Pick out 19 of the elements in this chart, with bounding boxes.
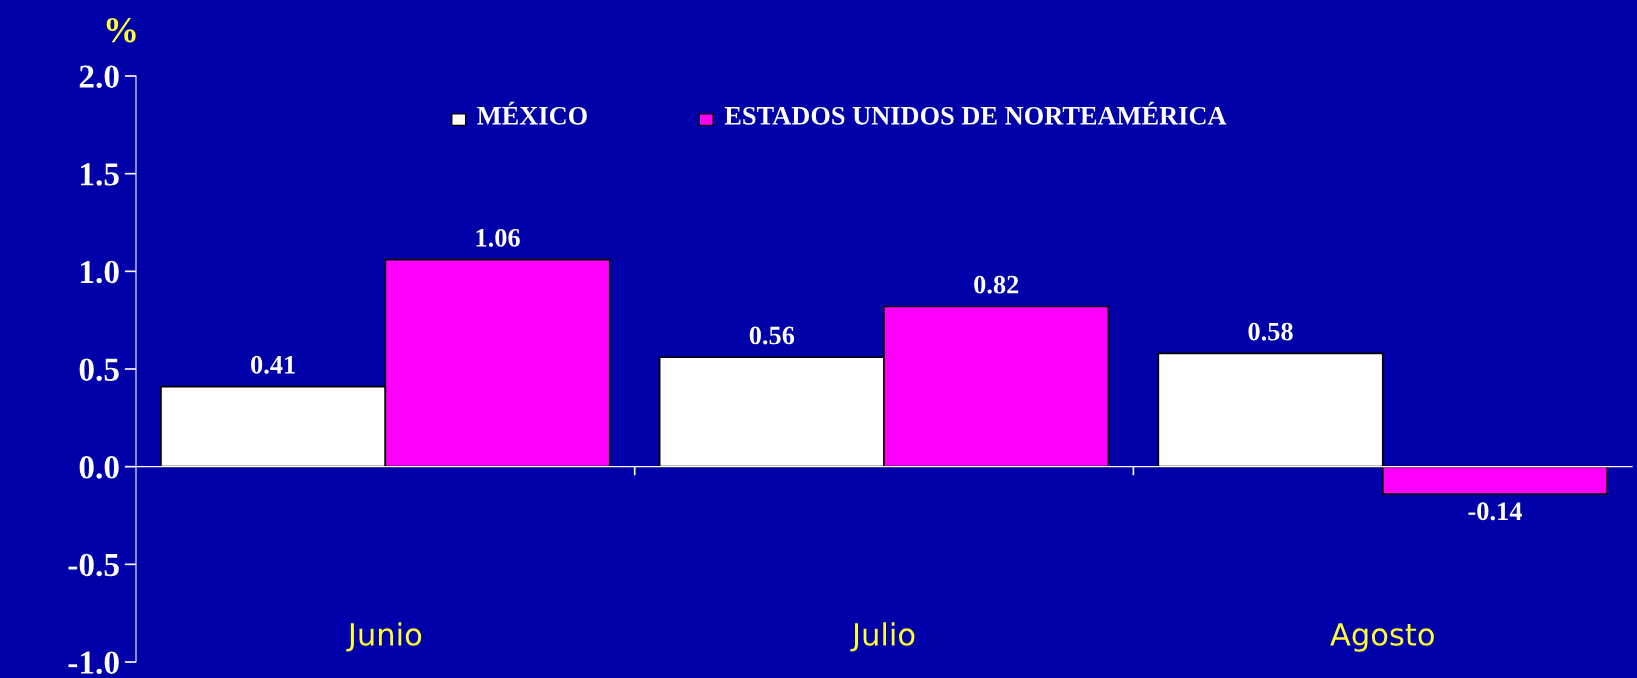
x-tick-label: Julio (850, 622, 915, 652)
data-label: 0.56 (749, 326, 795, 345)
y-tick-label: -1.0 (68, 651, 119, 675)
legend-label: MÉXICO (477, 101, 587, 125)
legend-label: ESTADOS UNIDOS DE NORTEAMÉRICA (724, 101, 1227, 125)
y-tick-label: 2.0 (79, 65, 119, 89)
y-tick-label: 0.5 (79, 358, 119, 382)
y-axis-title: % (106, 17, 136, 43)
x-tick-label: Junio (346, 622, 422, 652)
data-label: -0.14 (1468, 502, 1522, 521)
data-label: 0.41 (251, 355, 295, 374)
y-tick-label: -0.5 (68, 553, 119, 577)
y-tick-label: 0.0 (79, 456, 119, 479)
y-tick-label: 1.5 (81, 163, 119, 186)
data-label: 0.82 (974, 275, 1019, 294)
y-tick-label: 1.0 (81, 260, 119, 284)
x-tick-label: Agosto (1330, 623, 1434, 652)
data-label: 1.06 (476, 228, 520, 247)
data-label: 0.58 (1248, 322, 1293, 341)
